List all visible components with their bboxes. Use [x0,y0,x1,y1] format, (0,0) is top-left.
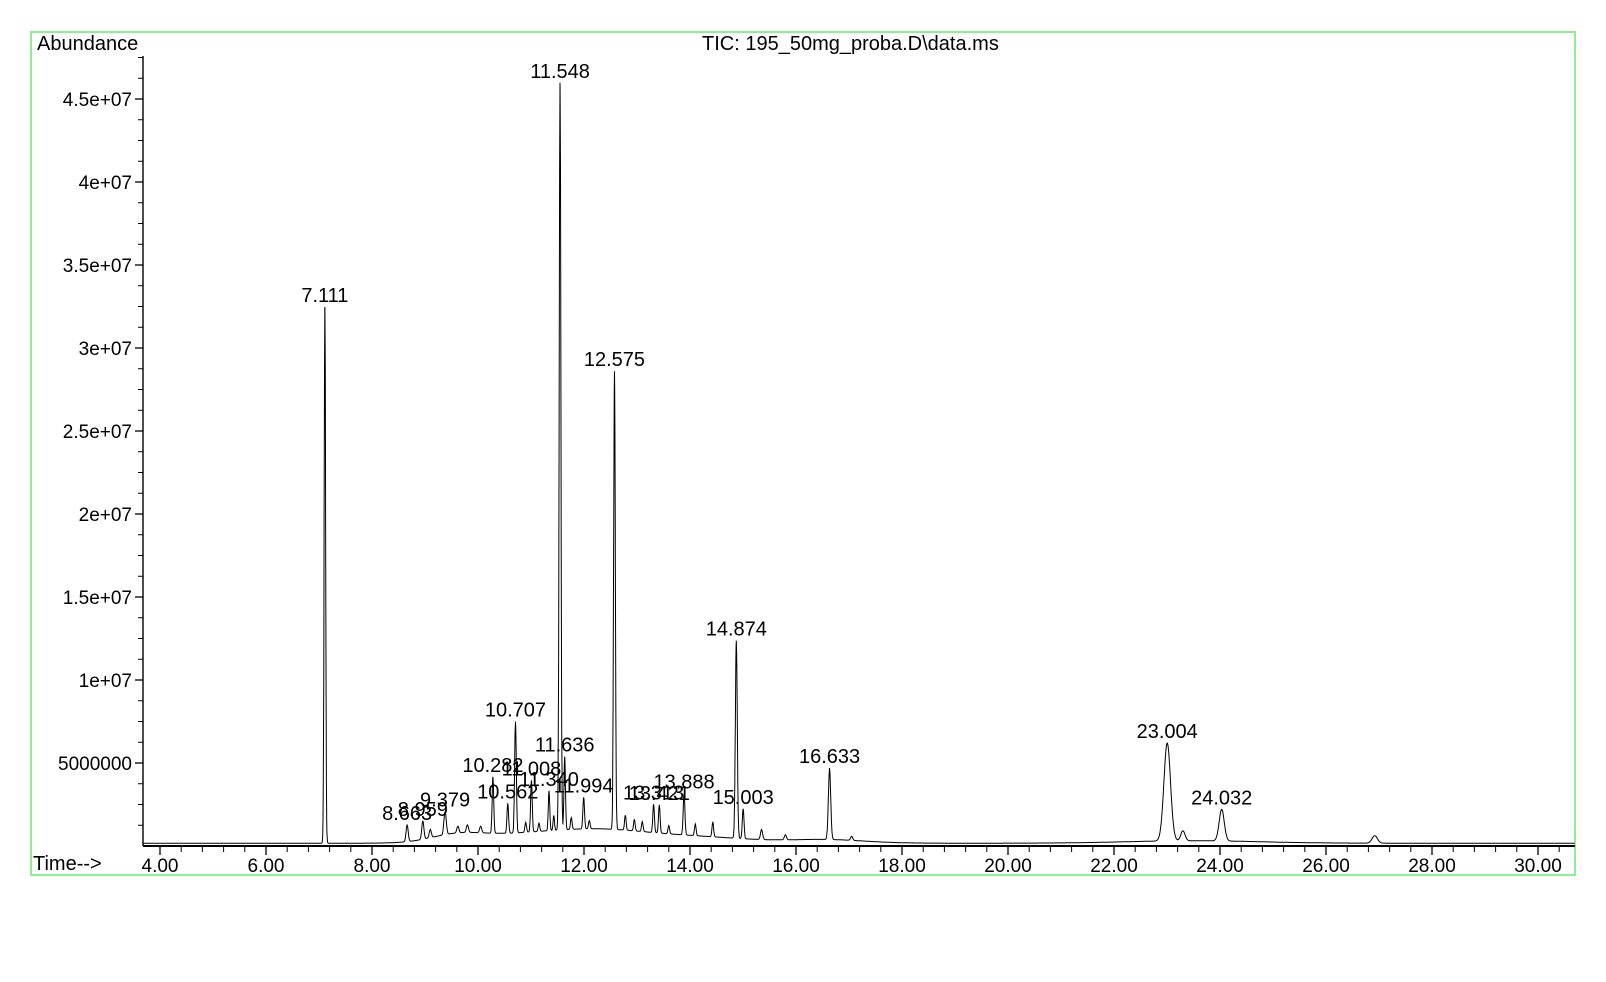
x-tick-label: 16.00 [772,856,820,877]
x-tick-label: 28.00 [1408,856,1456,877]
chart-title: TIC: 195_50mg_proba.D\data.ms [702,33,999,55]
peak-label-7.111: 7.111 [301,285,348,307]
chart-frame [30,31,1576,876]
peak-label-12.575: 12.575 [584,349,645,371]
x-tick-label: 24.00 [1196,856,1244,877]
tic-trace [143,82,1575,844]
x-tick-label: 26.00 [1302,856,1350,877]
x-tick-label: 8.00 [354,856,391,877]
x-tick-label: 6.00 [248,856,285,877]
x-tick-label: 4.00 [142,856,179,877]
x-axis-title: Time--> [33,853,102,875]
peak-label-11.994: 11.994 [554,775,614,797]
peak-label-13.421: 13.421 [629,783,690,805]
peak-label-10.562: 10.562 [477,781,538,803]
y-tick-label: 2.5e+07 [63,422,132,443]
y-tick-label: 3e+07 [79,339,132,360]
y-tick-label: 1.5e+07 [63,588,132,609]
peak-label-9.379: 9.379 [420,789,470,811]
peak-label-8.663: 8.663 [382,803,432,825]
peak-label-10.707: 10.707 [485,700,546,722]
x-tick-label: 20.00 [984,856,1032,877]
peak-label-11.340: 11.340 [519,769,579,791]
peak-label-24.032: 24.032 [1191,787,1252,809]
peak-label-11.636: 11.636 [535,735,595,757]
peak-label-16.633: 16.633 [799,746,860,768]
x-tick-label: 10.00 [454,856,502,877]
y-axis-title: Abundance [37,33,139,55]
y-tick-label: 5000000 [58,754,132,775]
peak-label-13.313: 13.313 [623,782,684,804]
y-tick-label: 4.5e+07 [63,90,132,111]
y-tick-label: 3.5e+07 [63,256,132,277]
x-tick-label: 18.00 [878,856,926,877]
peak-label-13.888: 13.888 [653,771,714,793]
x-tick-label: 30.00 [1514,856,1562,877]
peak-label-8.959: 8.959 [398,799,448,821]
y-tick-label: 4e+07 [79,173,132,194]
y-tick-label: 2e+07 [79,505,132,526]
peak-label-11.548: 11.548 [530,61,590,83]
peak-label-10.282: 10.282 [462,755,523,777]
x-tick-label: 12.00 [560,856,608,877]
x-tick-label: 14.00 [666,856,714,877]
y-tick-label: 1e+07 [79,671,132,692]
peak-label-14.874: 14.874 [706,619,767,641]
peak-label-23.004: 23.004 [1137,721,1198,743]
peak-label-15.003: 15.003 [713,787,774,809]
peak-label-11.008: 11.008 [502,758,562,780]
x-tick-label: 22.00 [1090,856,1138,877]
